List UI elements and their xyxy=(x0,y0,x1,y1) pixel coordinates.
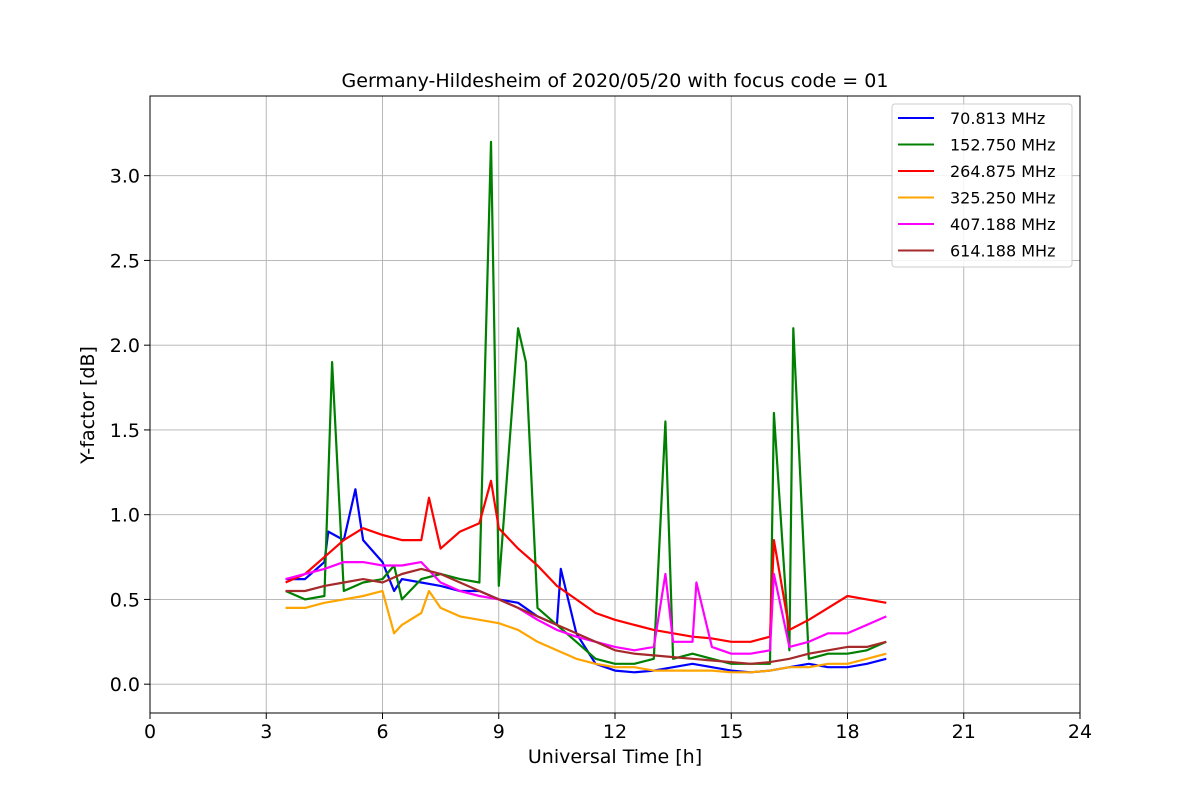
x-tick-label: 15 xyxy=(719,721,743,743)
series-line xyxy=(285,589,887,674)
y-tick-label: 2.5 xyxy=(110,250,140,272)
series-line xyxy=(285,479,887,643)
y-tick-label: 3.0 xyxy=(110,166,140,188)
y-tick-label: 0.5 xyxy=(110,589,140,611)
x-tick-label: 0 xyxy=(144,721,156,743)
y-tick-label: 1.0 xyxy=(110,505,140,527)
series-line xyxy=(285,140,887,665)
x-tick-label: 9 xyxy=(493,721,505,743)
legend: 70.813 MHz 152.750 MHz 264.875 MHz 325.250 … xyxy=(891,103,1073,268)
ticks: 0 3 6 9 12 15 18 21 24 0.0 0.5 1.0 1.5 2.0 2.5 3.0 xyxy=(110,166,1092,743)
legend-label: 407.188 MHz xyxy=(950,215,1055,234)
y-tick-label: 1.5 xyxy=(110,420,140,442)
x-tick-label: 6 xyxy=(376,721,388,743)
series-lines xyxy=(285,140,887,674)
y-axis-label: Y-factor [dB] xyxy=(77,346,99,465)
x-tick-label: 12 xyxy=(603,721,627,743)
chart-title: Germany-Hildesheim of 2020/05/20 with fo… xyxy=(342,70,889,92)
legend-label: 152.750 MHz xyxy=(950,136,1055,155)
legend-label: 325.250 MHz xyxy=(950,189,1055,208)
x-axis-label: Universal Time [h] xyxy=(528,746,702,768)
x-tick-label: 21 xyxy=(952,721,976,743)
x-tick-label: 24 xyxy=(1068,721,1092,743)
series-line xyxy=(285,561,887,655)
x-tick-label: 18 xyxy=(835,721,859,743)
x-tick-label: 3 xyxy=(260,721,272,743)
legend-label: 264.875 MHz xyxy=(950,162,1055,181)
series-line xyxy=(285,567,887,665)
legend-label: 614.188 MHz xyxy=(950,242,1055,261)
legend-label: 70.813 MHz xyxy=(950,109,1045,128)
y-tick-label: 0.0 xyxy=(110,674,140,696)
legend-box xyxy=(891,103,1073,268)
y-tick-label: 2.0 xyxy=(110,335,140,357)
